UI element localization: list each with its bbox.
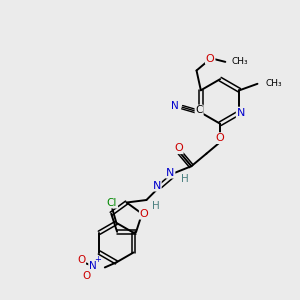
Text: C: C (195, 105, 203, 116)
Text: N: N (152, 181, 161, 190)
Text: O: O (216, 133, 224, 143)
Text: O: O (174, 143, 183, 153)
Text: O: O (140, 209, 148, 219)
Text: O: O (206, 54, 214, 64)
Text: O: O (83, 271, 91, 281)
Text: +: + (94, 255, 101, 264)
Text: H: H (182, 174, 189, 184)
Text: CH₃: CH₃ (266, 79, 282, 88)
Text: N: N (171, 101, 179, 111)
Text: CH₃: CH₃ (232, 57, 248, 66)
Text: O: O (77, 255, 85, 265)
Text: H: H (152, 202, 159, 212)
Text: N: N (166, 168, 175, 178)
Text: N: N (89, 261, 97, 271)
Text: N: N (237, 108, 245, 118)
Text: Cl: Cl (107, 198, 117, 208)
